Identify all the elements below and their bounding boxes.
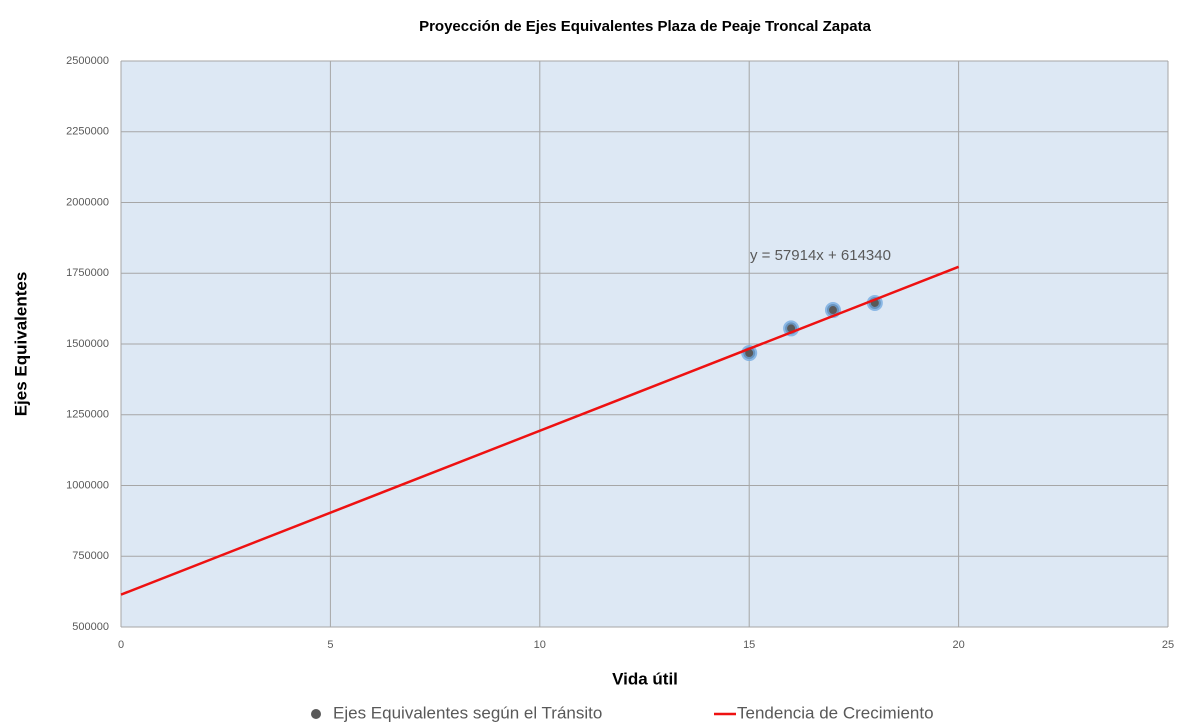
- x-tick-label: 15: [743, 639, 755, 651]
- y-tick-label: 1000000: [66, 479, 109, 491]
- trend-line: [120, 265, 960, 596]
- x-axis-title: Vida útil: [612, 669, 678, 688]
- y-axis-title: Ejes Equivalentes: [11, 272, 30, 417]
- y-tick-label: 1750000: [66, 267, 109, 279]
- y-tick-label: 2250000: [66, 126, 109, 138]
- x-tick-label: 0: [118, 639, 124, 651]
- x-tick-label: 10: [534, 639, 546, 651]
- y-tick-label: 1500000: [66, 338, 109, 350]
- y-tick-label: 1250000: [66, 409, 109, 421]
- y-tick-label: 2500000: [66, 55, 109, 67]
- y-tick-label: 500000: [72, 621, 109, 633]
- x-tick-label: 5: [327, 639, 333, 651]
- trend-equation: y = 57914x + 614340: [750, 247, 891, 264]
- legend-marker: [311, 709, 321, 719]
- y-tick-label: 2000000: [66, 196, 109, 208]
- y-tick-label: 750000: [72, 550, 109, 562]
- legend-label: Ejes Equivalentes según el Tránsito: [333, 703, 602, 722]
- x-tick-label: 20: [952, 639, 964, 651]
- x-tick-label: 25: [1162, 639, 1174, 651]
- chart-title: Proyección de Ejes Equivalentes Plaza de…: [419, 18, 872, 35]
- legend-label: Tendencia de Crecimiento: [737, 703, 934, 722]
